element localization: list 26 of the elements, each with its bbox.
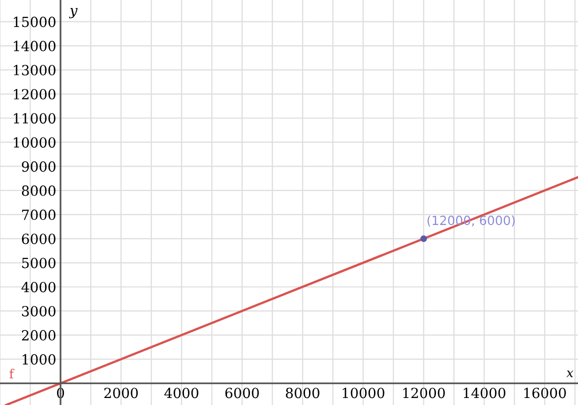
y-tick-label: 10000 — [14, 137, 56, 148]
x-tick-label: 6000 — [225, 388, 259, 398]
x-tick-label: 14000 — [464, 388, 506, 398]
y-axis-title: y — [69, 8, 78, 18]
y-tick-label: 11000 — [14, 113, 56, 124]
x-tick-label: 12000 — [403, 388, 445, 398]
y-tick-label: 5000 — [22, 258, 56, 268]
x-tick-label: 8000 — [286, 388, 320, 398]
y-tick-label: 15000 — [14, 16, 56, 28]
y-tick-label: 6000 — [22, 234, 56, 244]
y-tick-label: 14000 — [14, 40, 56, 52]
x-tick-label: 2000 — [104, 388, 138, 398]
series-label: f — [10, 368, 14, 378]
y-tick-label: 2000 — [22, 330, 56, 341]
y-tick-label: 7000 — [22, 210, 56, 220]
x-tick-label: 10000 — [342, 388, 384, 398]
y-tick-label: 4000 — [21, 282, 56, 292]
x-tick-label: 4000 — [164, 388, 198, 398]
y-tick-label: 13000 — [14, 64, 56, 76]
x-axis-title: x — [566, 370, 574, 378]
y-tick-label: 9000 — [22, 161, 56, 172]
x-tick-label: 16000 — [524, 388, 566, 398]
y-tick-label: 12000 — [14, 88, 56, 100]
y-tick-label: 3000 — [22, 306, 56, 316]
y-tick-label: 8000 — [22, 185, 56, 196]
y-tick-label: 1000 — [22, 354, 56, 365]
